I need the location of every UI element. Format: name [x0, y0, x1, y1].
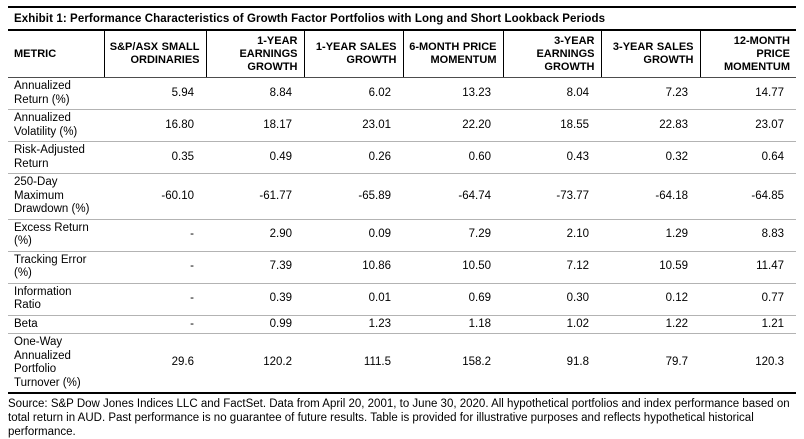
- value-cell-r3-c4: -73.77: [503, 173, 601, 219]
- value-cell-r8-c3: 158.2: [403, 333, 503, 393]
- value-cell-r2-c1: 0.49: [206, 141, 304, 174]
- value-cell-r7-c1: 0.99: [206, 314, 304, 334]
- value-cell-r0-c4: 8.04: [566, 86, 589, 99]
- value-cell-r5-c1: 7.39: [206, 250, 304, 283]
- value-cell-r8-c4: 91.8: [503, 333, 601, 393]
- value-cell-r6-c4: 0.30: [503, 282, 601, 315]
- metric-label: Risk-Adjusted Return: [8, 141, 104, 174]
- value-cell-r8-c1: 120.2: [206, 333, 304, 393]
- value-cell-r7-c2: 1.23: [304, 314, 403, 334]
- value-cell-r5-c3: 10.50: [403, 250, 503, 283]
- exhibit-container: Exhibit 1: Performance Characteristics o…: [8, 6, 796, 439]
- value-cell-r8-c5: 79.7: [601, 333, 700, 393]
- value-cell-r3-c1: -61.77: [206, 173, 304, 219]
- table-row: Annualized Return (%) 5.94 8.84 6.02 13.23 8.…: [8, 78, 796, 110]
- value-cell-r8-c0: 29.6: [104, 333, 206, 393]
- metric-label: 250-Day Maximum Drawdown (%): [8, 173, 104, 219]
- table-row: Excess Return (%) -2.90 0.09 7.29 2.10 1.29 8.…: [8, 218, 796, 251]
- value-cell-r1-c0: 16.80: [104, 109, 206, 142]
- value-cell-r1-c2: 23.01: [304, 109, 403, 142]
- value-cell-r1-c4: 18.55: [503, 109, 601, 142]
- column-header-1: 1-YEAR EARNINGS GROWTH: [205, 30, 304, 78]
- value-cell-r0-c2: 6.02: [368, 86, 391, 99]
- value-cell-r6-c1: 0.39: [206, 282, 304, 315]
- value-cell-r7-c6: 1.21: [700, 314, 796, 334]
- value-cell-r4-c0: -: [104, 218, 206, 251]
- value-cell-r4-c2: 0.09: [304, 218, 403, 251]
- value-cell-r6-c2: 0.01: [304, 282, 403, 315]
- table-row: Information Ratio -0.39 0.01 0.69 0.30 0.12 0.…: [8, 282, 796, 315]
- value-cell-r2-c3: 0.60: [403, 141, 503, 174]
- value-cell-r8-c6: 120.3: [700, 333, 796, 393]
- table-row: Annualized Volatility (%) 16.80 18.17 23.01…: [8, 109, 796, 142]
- value-cell-r0-c6: 14.77: [755, 86, 784, 99]
- value-cell-r6-c0: -: [104, 282, 206, 315]
- table-row: Beta -0.99 1.23 1.18 1.02 1.22 1.21: [8, 314, 796, 334]
- value-cell-r5-c2: 10.86: [304, 250, 403, 283]
- value-cell-r4-c6: 8.83: [700, 218, 796, 251]
- value-cell-r3-c3: -64.74: [403, 173, 503, 219]
- metric-label: Beta: [8, 314, 104, 334]
- value-cell-r4-c1: 2.90: [206, 218, 304, 251]
- value-cell-r7-c3: 1.18: [403, 314, 503, 334]
- value-cell-r4-c3: 7.29: [403, 218, 503, 251]
- performance-table: METRIC S&P/ASX SMALL ORDINARIES 1-YEAR EAR…: [8, 29, 796, 394]
- value-cell-r5-c6: 11.47: [700, 250, 796, 283]
- column-header-2: 1-YEAR SALES GROWTH: [303, 30, 403, 78]
- value-cell-r4-c4: 2.10: [503, 218, 601, 251]
- value-cell-r0-c0: 5.94: [171, 86, 194, 99]
- column-header-6: 12-MONTH PRICE MOMENTUM: [699, 30, 796, 78]
- value-cell-r2-c2: 0.26: [304, 141, 403, 174]
- metric-label: One-Way Annualized Portfolio Turnover (%…: [8, 333, 104, 393]
- value-cell-r0-c1: 8.84: [269, 86, 292, 99]
- value-cell-r5-c0: -: [104, 250, 206, 283]
- source-footnote: Source: S&P Dow Jones Indices LLC and Fa…: [8, 398, 790, 438]
- column-header-0: S&P/ASX SMALL ORDINARIES: [103, 30, 206, 78]
- value-cell-r1-c1: 18.17: [206, 109, 304, 142]
- value-cell-r2-c4: 0.43: [503, 141, 601, 174]
- table-row: One-Way Annualized Portfolio Turnover (%…: [8, 333, 796, 393]
- metric-label: Annualized Return (%): [14, 80, 71, 106]
- value-cell-r5-c5: 10.59: [601, 250, 700, 283]
- table-row: Risk-Adjusted Return 0.35 0.49 0.26 0.60 0.43…: [8, 141, 796, 174]
- value-cell-r3-c2: -65.89: [304, 173, 403, 219]
- value-cell-r2-c0: 0.35: [104, 141, 206, 174]
- value-cell-r2-c5: 0.32: [601, 141, 700, 174]
- value-cell-r5-c4: 7.12: [503, 250, 601, 283]
- column-header-4: 3-YEAR EARNINGS GROWTH: [502, 30, 601, 78]
- value-cell-r7-c0: -: [104, 314, 206, 334]
- value-cell-r4-c5: 1.29: [601, 218, 700, 251]
- table-header-row: METRIC S&P/ASX SMALL ORDINARIES 1-YEAR EAR…: [8, 30, 796, 78]
- value-cell-r8-c2: 111.5: [304, 333, 403, 393]
- value-cell-r1-c6: 23.07: [700, 109, 796, 142]
- value-cell-r3-c5: -64.18: [601, 173, 700, 219]
- metric-label: Excess Return (%): [8, 218, 104, 251]
- column-header-5: 3-YEAR SALES GROWTH: [600, 30, 700, 78]
- column-header-3: 6-MONTH PRICE MOMENTUM: [402, 30, 503, 78]
- table-row: 250-Day Maximum Drawdown (%) -60.10 -61.77…: [8, 173, 796, 219]
- metric-label: Tracking Error (%): [8, 250, 104, 283]
- value-cell-r3-c6: -64.85: [700, 173, 796, 219]
- value-cell-r6-c5: 0.12: [601, 282, 700, 315]
- metric-label: Information Ratio: [8, 282, 104, 315]
- table-row: Tracking Error (%) -7.39 10.86 10.50 7.12 10.…: [8, 250, 796, 283]
- value-cell-r0-c5: 7.23: [665, 86, 688, 99]
- metric-label: Annualized Volatility (%): [8, 109, 104, 142]
- value-cell-r3-c0: -60.10: [104, 173, 206, 219]
- value-cell-r1-c3: 22.20: [403, 109, 503, 142]
- value-cell-r1-c5: 22.83: [601, 109, 700, 142]
- value-cell-r7-c5: 1.22: [601, 314, 700, 334]
- value-cell-r7-c4: 1.02: [503, 314, 601, 334]
- value-cell-r2-c6: 0.64: [700, 141, 796, 174]
- value-cell-r6-c3: 0.69: [403, 282, 503, 315]
- column-header-metric: METRIC: [8, 30, 104, 78]
- exhibit-title: Exhibit 1: Performance Characteristics o…: [8, 6, 796, 29]
- value-cell-r0-c3: 13.23: [462, 86, 491, 99]
- value-cell-r6-c6: 0.77: [700, 282, 796, 315]
